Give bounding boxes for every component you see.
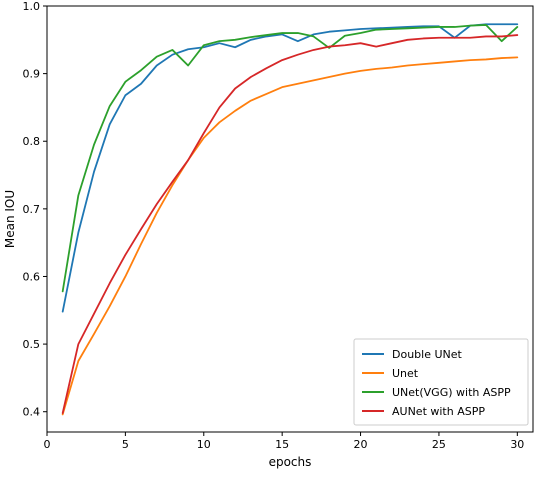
y-tick-label: 0.5 (23, 338, 41, 351)
legend-label: UNet(VGG) with ASPP (392, 386, 511, 399)
y-tick-label: 1.0 (23, 0, 41, 13)
x-tick-label: 15 (275, 438, 289, 451)
legend: Double UNet Unet UNet(VGG) with ASPP AUNet … (353, 338, 529, 426)
series-line-1 (61, 23, 519, 313)
legend-label: Double UNet (392, 348, 463, 361)
legend-box (353, 338, 529, 426)
legend-label: Unet (392, 367, 419, 380)
x-tick-label: 20 (354, 438, 368, 451)
x-axis-label: epochs (269, 455, 312, 469)
plot-area (46, 5, 534, 433)
y-tick-label: 0.9 (23, 68, 41, 81)
x-tick-label: 25 (432, 438, 446, 451)
x-tick-label: 30 (510, 438, 524, 451)
series-line-4 (61, 34, 519, 414)
x-tick-label: 0 (44, 438, 51, 451)
axes-layer: 0 5 10 15 20 25 30 0.4 0.5 0.6 0.7 0.8 0.9 1.0 (23, 0, 525, 451)
x-tick-label: 10 (197, 438, 211, 451)
series-line-3 (61, 24, 519, 293)
series-layer (61, 23, 519, 416)
y-tick-label: 0.7 (23, 203, 41, 216)
x-tick-label: 5 (122, 438, 129, 451)
y-tick-label: 0.6 (23, 270, 41, 283)
legend-label: AUNet with ASPP (392, 405, 485, 418)
series-line-2 (61, 56, 519, 416)
y-axis-label: Mean IOU (3, 190, 17, 248)
y-tick-label: 0.4 (23, 406, 41, 419)
plot-frame (46, 5, 534, 433)
y-tick-label: 0.8 (23, 135, 41, 148)
